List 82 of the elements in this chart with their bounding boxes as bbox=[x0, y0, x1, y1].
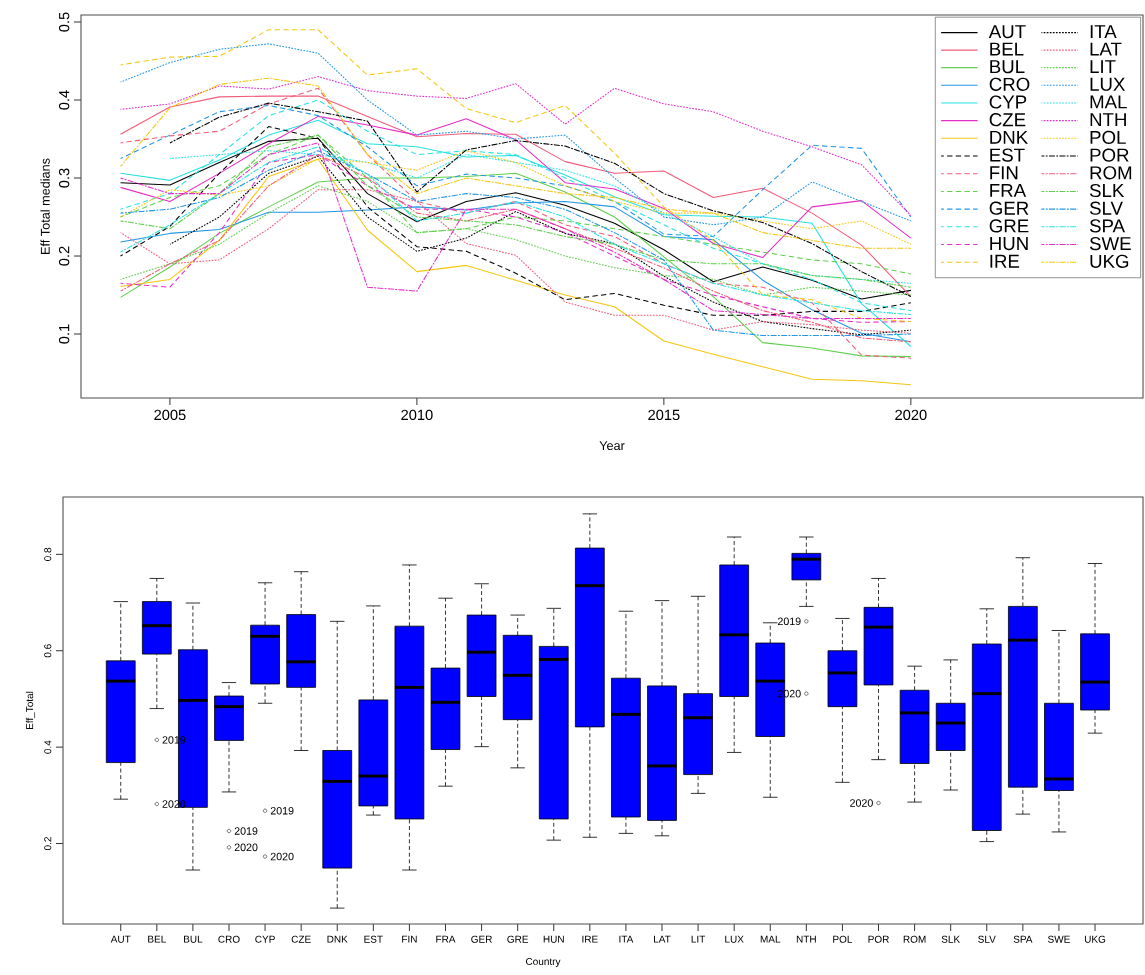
legend-label: ITA bbox=[1090, 25, 1117, 39]
y-tick-label: 0.6 bbox=[44, 644, 52, 658]
annotation: 2020 bbox=[850, 799, 873, 807]
legend-label: GER bbox=[989, 201, 1029, 215]
legend-label: FIN bbox=[990, 166, 1018, 180]
y-tick-label: 0.4 bbox=[58, 90, 70, 110]
legend-label: SPA bbox=[1089, 219, 1126, 233]
legend-label: CYP bbox=[989, 95, 1027, 109]
legend-label: SWE bbox=[1089, 236, 1131, 251]
legend-label: CRO bbox=[989, 77, 1030, 91]
x-tick-label: DNK bbox=[327, 935, 348, 943]
x-tick-label: 2020 bbox=[895, 409, 927, 421]
x-tick-label: ITA bbox=[619, 935, 634, 943]
annotation: 2019 bbox=[270, 806, 294, 815]
y-tick-label: 0.2 bbox=[58, 246, 70, 266]
legend-label: LUX bbox=[1090, 77, 1125, 91]
y-axis-title: Eff Total medians bbox=[40, 158, 50, 254]
x-tick-label: SWE bbox=[1048, 935, 1070, 943]
y-tick-label: 0.2 bbox=[44, 837, 52, 851]
x-tick-label: SLV bbox=[978, 935, 996, 943]
line-series bbox=[119, 76, 912, 216]
legend-label: CZE bbox=[989, 113, 1026, 127]
annotation: 2020 bbox=[234, 843, 258, 852]
x-tick-label: FRA bbox=[436, 935, 456, 943]
y-tick-label: 0.8 bbox=[44, 547, 52, 561]
legend-label: POR bbox=[1090, 148, 1129, 162]
legend-label: IRE bbox=[990, 254, 1020, 268]
x-tick-label: SPA bbox=[1013, 935, 1033, 943]
y-tick-label: 0.1 bbox=[58, 324, 70, 344]
x-tick-label: GER bbox=[471, 935, 492, 943]
legend-label: AUT bbox=[988, 25, 1026, 39]
annotation: 2020 bbox=[270, 852, 294, 861]
legend-label: LAT bbox=[1090, 42, 1122, 56]
legend-label: EST bbox=[990, 148, 1025, 162]
legend-label: GRE bbox=[989, 219, 1029, 233]
x-tick-label: UKG bbox=[1084, 935, 1106, 943]
y-tick-label: 0.5 bbox=[58, 12, 70, 32]
legend-label: SLV bbox=[1089, 201, 1123, 215]
legend-label: ROM bbox=[1090, 166, 1132, 180]
legend-label: LIT bbox=[1090, 60, 1116, 74]
legend-label: BEL bbox=[990, 42, 1024, 56]
line-series bbox=[119, 29, 912, 323]
x-axis-title: Country bbox=[526, 957, 561, 967]
legend-label: UKG bbox=[1090, 254, 1129, 268]
x-tick-label: HUN bbox=[543, 935, 564, 943]
x-tick-label: CZE bbox=[291, 935, 311, 943]
annotation: 2019 bbox=[234, 827, 258, 835]
y-tick-label: 0.3 bbox=[58, 168, 70, 188]
x-tick-label: CYP bbox=[255, 935, 275, 943]
x-tick-label: FIN bbox=[402, 935, 417, 943]
x-tick-label: 2015 bbox=[648, 409, 680, 421]
x-tick-label: EST bbox=[364, 935, 383, 943]
x-tick-label: GRE bbox=[507, 935, 529, 943]
x-tick-label: POL bbox=[833, 935, 853, 943]
x-tick-label: IRE bbox=[582, 935, 598, 943]
legend-label: MAL bbox=[1090, 95, 1127, 109]
x-tick-label: 2005 bbox=[154, 409, 186, 421]
legend-label: FRA bbox=[990, 184, 1027, 197]
x-tick-label: LUX bbox=[725, 935, 744, 943]
x-axis-title: Year bbox=[599, 441, 625, 451]
x-tick-label: SLK bbox=[941, 935, 961, 943]
legend-label: HUN bbox=[990, 237, 1028, 251]
y-tick-label: 0.4 bbox=[44, 740, 52, 754]
x-tick-label: LIT bbox=[691, 935, 706, 943]
x-tick-label: 2010 bbox=[401, 409, 433, 421]
x-tick-label: POR bbox=[868, 935, 889, 943]
y-axis-title: Eff_Total bbox=[25, 691, 36, 730]
x-tick-label: MAL bbox=[760, 935, 781, 943]
annotation: 2019 bbox=[777, 617, 801, 626]
legend-label: DNK bbox=[990, 130, 1028, 144]
x-tick-label: CRO bbox=[218, 935, 240, 943]
x-tick-label: AUT bbox=[110, 935, 131, 943]
x-tick-label: ROM bbox=[903, 935, 926, 943]
x-tick-label: LAT bbox=[654, 935, 671, 943]
line-series bbox=[119, 87, 912, 359]
legend-label: SLK bbox=[1089, 183, 1125, 198]
x-tick-label: BEL bbox=[148, 935, 166, 943]
x-tick-label: NTH bbox=[796, 935, 816, 943]
x-tick-label: BUL bbox=[184, 935, 203, 943]
legend-label: NTH bbox=[1090, 113, 1126, 127]
legend-label: BUL bbox=[990, 60, 1025, 74]
legend-label: POL bbox=[1090, 130, 1126, 145]
